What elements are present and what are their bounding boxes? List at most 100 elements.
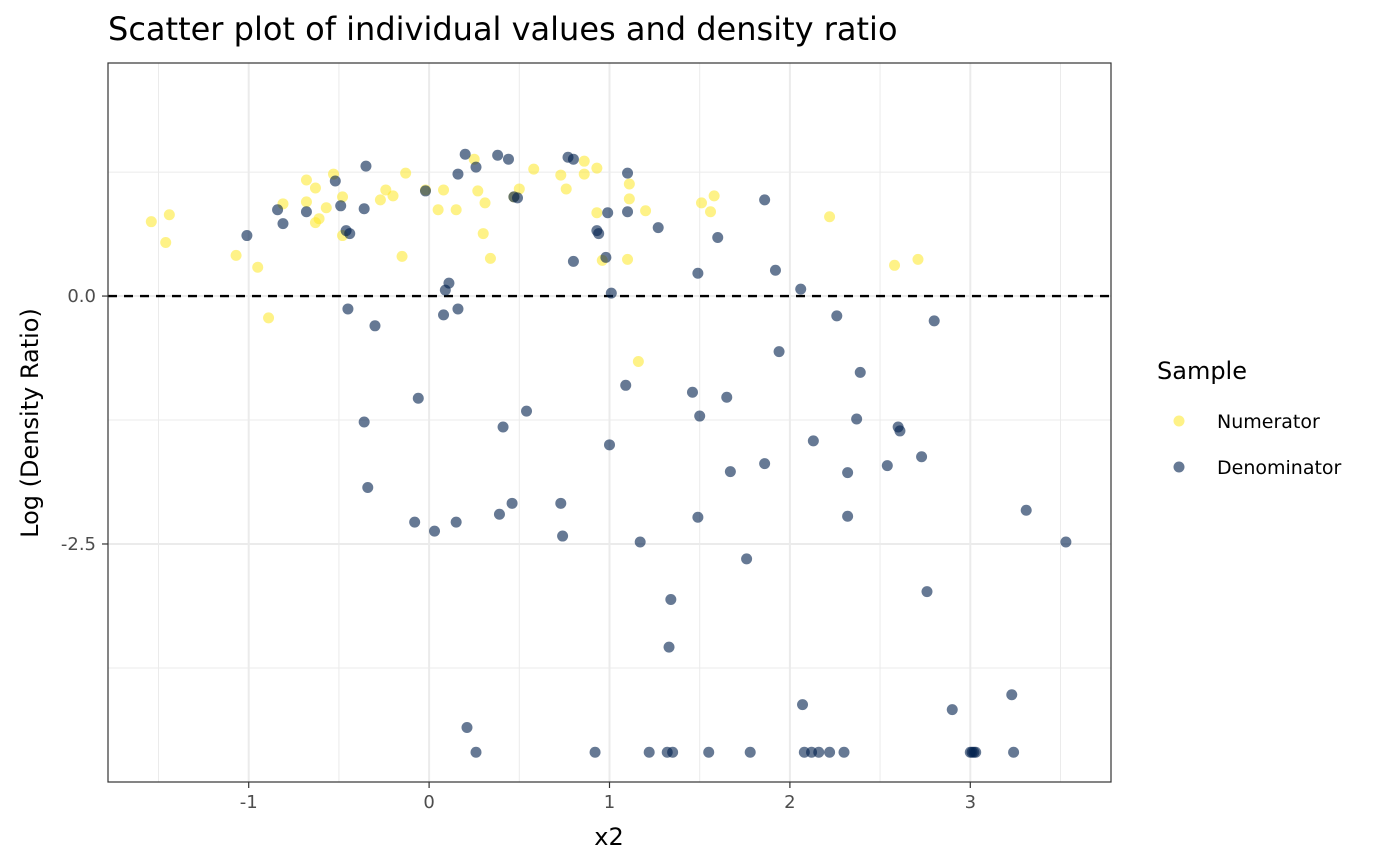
denominator-point [741,553,753,565]
numerator-point [477,228,489,240]
numerator-point [163,209,175,221]
numerator-point [479,197,491,209]
legend-key-numerator [1173,415,1185,427]
denominator-point [461,721,473,733]
denominator-point [277,218,289,230]
denominator-point [605,287,617,299]
x-tick-label: -1 [240,792,258,813]
denominator-point [1020,504,1032,516]
denominator-point [360,160,372,172]
numerator-point [591,162,603,174]
x-tick-label: 1 [604,792,615,813]
numerator-point [300,196,312,208]
x-tick-label: 3 [965,792,976,813]
denominator-point [667,746,679,758]
denominator-point [694,410,706,422]
denominator-point [721,391,733,403]
denominator-point [493,508,505,520]
denominator-point [795,283,807,295]
numerator-point [252,261,264,273]
y-axis: 0.0 -2.5 [61,286,108,555]
denominator-point [824,746,836,758]
plot-panel [107,62,1112,783]
denominator-point [634,536,646,548]
denominator-point [773,346,785,358]
denominator-point [807,435,819,447]
denominator-point [419,185,431,197]
denominator-point [946,704,958,716]
numerator-point [300,174,312,186]
denominator-point [600,251,612,263]
denominator-point [511,192,523,204]
numerator-point [560,183,572,195]
denominator-point [358,416,370,428]
numerator-point [160,237,172,249]
numerator-point [578,155,590,167]
numerator-point [400,167,412,179]
denominator-point [1060,536,1072,548]
y-axis-title: Log (Density Ratio) [16,308,44,538]
numerator-point [396,250,408,262]
legend-label-numerator: Numerator [1217,411,1320,433]
numerator-point [387,190,399,202]
numerator-point [374,194,386,206]
denominator-point [881,460,893,472]
y-tick-label: -2.5 [61,534,96,555]
legend: Sample Numerator Denominator [1157,357,1342,479]
numerator-point [230,249,242,261]
denominator-point [429,525,441,537]
denominator-point [593,228,605,240]
denominator-point [589,746,601,758]
denominator-point [452,168,464,180]
denominator-point [665,594,677,606]
numerator-point [432,204,444,216]
numerator-point [513,183,525,195]
denominator-point [1008,746,1020,758]
x-axis-title: x2 [594,823,623,851]
denominator-point [831,310,843,322]
denominator-point [492,149,504,161]
denominator-point [703,746,715,758]
denominator-point [686,386,698,398]
denominator-point [692,511,704,523]
denominator-point [300,206,312,218]
denominator-point [851,413,863,425]
denominator-point [842,467,854,479]
denominator-point [450,516,462,528]
denominator-point [652,222,664,234]
numerator-point [640,205,652,217]
denominator-point [502,153,514,165]
legend-label-denominator: Denominator [1217,457,1342,479]
denominator-point [724,466,736,478]
denominator-point [344,228,356,240]
denominator-point [555,497,567,509]
denominator-point [916,451,928,463]
numerator-point [632,356,644,368]
legend-title: Sample [1157,357,1247,385]
denominator-point [1006,689,1018,701]
denominator-point [452,303,464,315]
denominator-point [272,204,284,216]
denominator-point [842,510,854,522]
numerator-point [591,207,603,219]
denominator-point [854,366,866,378]
denominator-point [744,746,756,758]
denominator-point [759,194,771,206]
numerator-point [438,184,450,196]
numerator-point [623,178,635,190]
denominator-point [622,167,634,179]
denominator-point [921,586,933,598]
denominator-point [813,746,825,758]
denominator-point [412,392,424,404]
denominator-point [692,267,704,279]
denominator-point [369,320,381,332]
denominator-point [497,421,509,433]
denominator-point [769,264,781,276]
numerator-point [313,213,325,225]
numerator-point [912,253,924,265]
numerator-points [145,153,924,368]
chart-title: Scatter plot of individual values and de… [108,10,898,48]
numerator-point [578,168,590,180]
numerator-point [263,312,275,324]
denominator-point [557,530,569,542]
